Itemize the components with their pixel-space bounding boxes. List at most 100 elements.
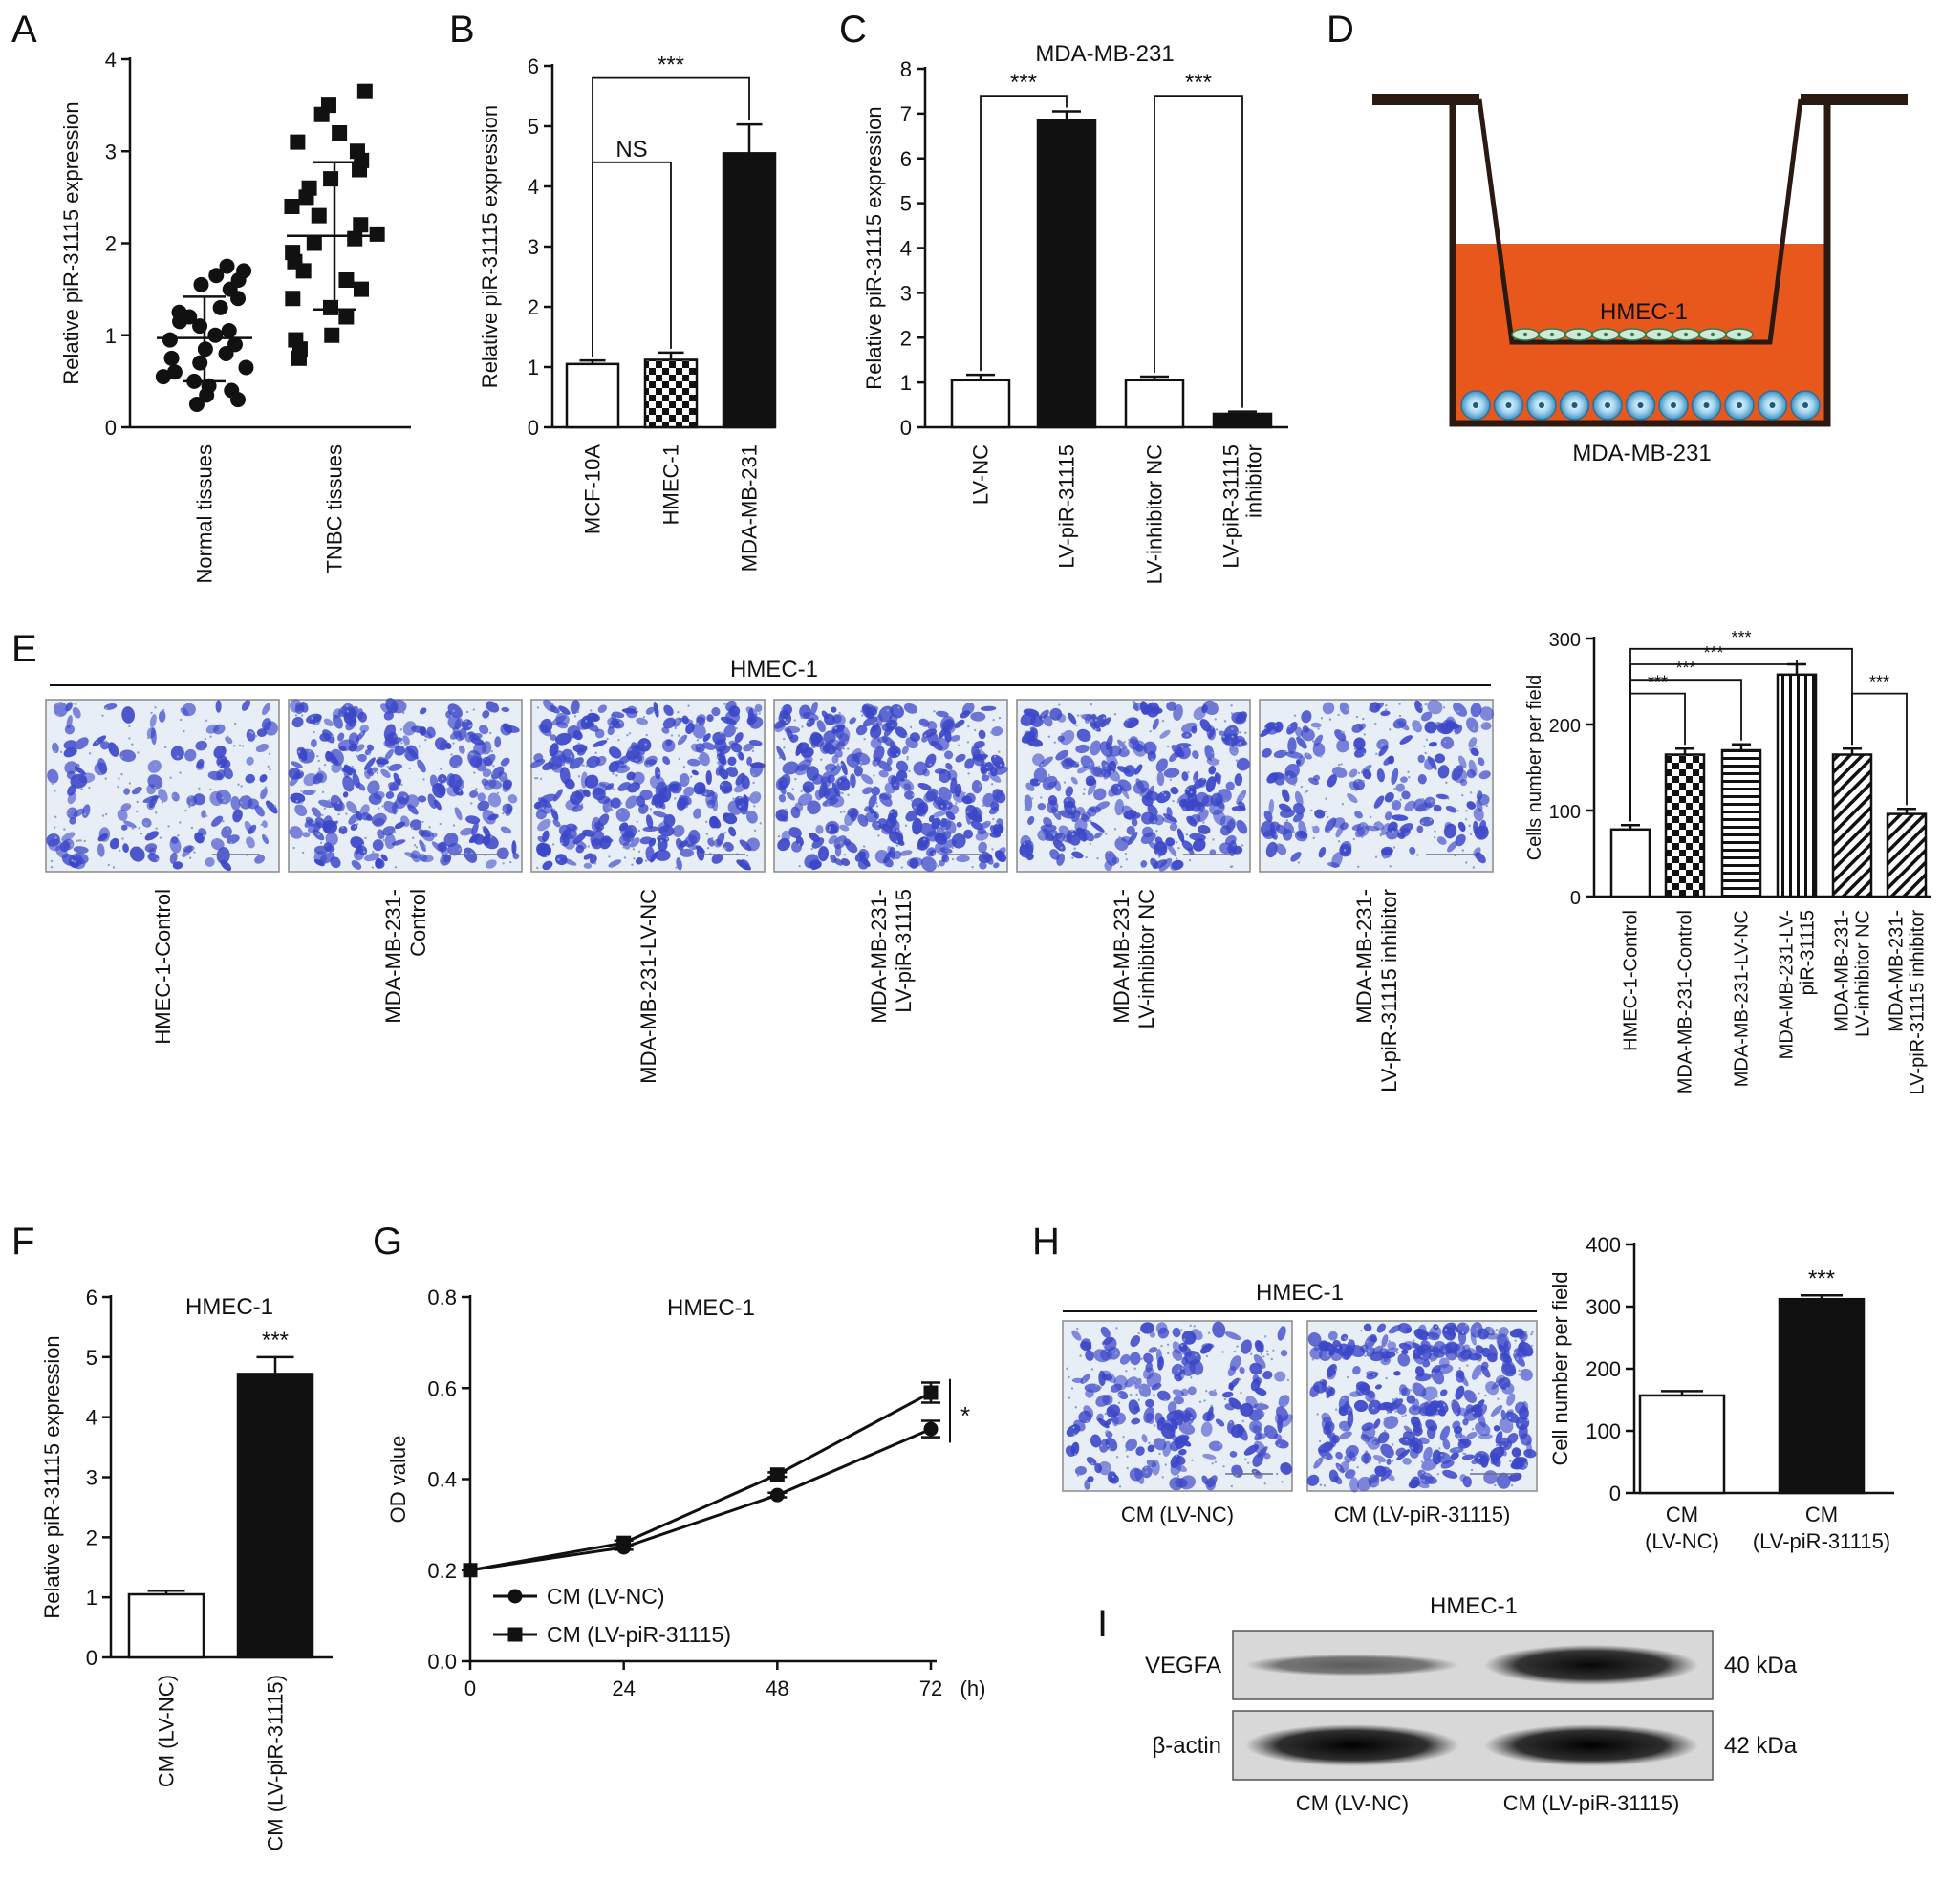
membrane-pore [1167,1352,1170,1355]
y-tick-label: 7 [900,102,912,126]
stained-cell [1027,815,1035,825]
membrane-pore [1474,1396,1478,1398]
membrane-pore [489,835,493,838]
stained-cell [388,763,402,771]
stained-cell [735,798,749,811]
stained-cell [592,740,608,747]
stained-cell [1131,818,1138,827]
stained-cell [723,812,729,818]
stained-cell [1076,806,1086,815]
membrane-pore [250,731,254,735]
membrane-pore [260,823,263,826]
membrane-pore [1124,748,1127,751]
membrane-pore [580,803,584,806]
stained-cell [1253,1403,1269,1411]
membrane-pore [302,832,305,834]
membrane-pore [1325,797,1327,800]
stained-cell [981,774,990,782]
stained-cell [1500,1409,1506,1420]
stained-cell [810,731,824,747]
data-point [347,230,363,247]
stained-cell [66,770,76,780]
stained-cell [1294,726,1304,738]
x-tick-label: CM (LV-NC) [154,1675,178,1787]
stained-cell [934,768,946,774]
stained-cell [1060,758,1075,767]
y-tick-label: 0.2 [427,1559,457,1583]
y-axis-label: Relative piR-31115 expression [862,106,886,389]
stained-cell [260,788,268,800]
data-point [769,1467,785,1482]
stained-cell [184,748,197,762]
stained-cell [288,768,302,780]
membrane-pore [403,752,406,755]
stained-cell [507,794,518,804]
stained-cell [1401,1349,1409,1354]
membrane-pore [1482,1431,1485,1434]
membrane-pore [136,810,139,813]
membrane-pore [458,790,461,792]
stained-cell [843,838,852,847]
membrane-pore [800,716,803,719]
stained-cell [970,820,983,831]
stained-cell [402,721,417,736]
membrane-pore [1240,1392,1242,1395]
stained-cell [376,758,389,765]
stained-cell [1332,817,1346,828]
membrane-pore [1239,742,1242,745]
stained-cell [1304,752,1312,760]
stained-cell [933,810,948,818]
stained-cell [996,818,1004,827]
stained-cell [1101,1374,1113,1381]
stained-cell [961,702,975,716]
stained-cell [994,766,1008,775]
membrane-pore [88,786,91,790]
stained-cell [487,813,499,821]
membrane-pore [1495,1443,1499,1447]
membrane-pore [1461,793,1464,797]
membrane-pore [1107,723,1110,726]
stained-cell [404,745,419,762]
stained-cell [364,757,376,771]
stained-cell [1202,700,1219,716]
panel-e-micrographs: HMEC-1 HMEC-1-Control MDA-MB-231- Control M… [45,657,1495,1093]
chart-title: HMEC-1 [667,1295,755,1321]
membrane-pore [1103,717,1106,720]
membrane-pore [273,804,277,808]
stained-cell [1229,1355,1241,1372]
membrane-pore [1129,1393,1133,1396]
stained-cell [1087,1476,1094,1482]
membrane-pore [900,866,904,869]
stained-cell [209,790,224,807]
stained-cell [332,708,343,719]
stained-cell [468,833,481,844]
membrane-pore [1458,1367,1461,1370]
membrane-pore [1468,824,1471,828]
membrane-pore [876,822,880,826]
panel-letter-b: B [449,9,475,51]
cell-nucleus [1576,332,1582,337]
stained-cell [357,753,367,763]
membrane-pore [321,813,324,817]
membrane-pore [1128,738,1131,742]
membrane-pore [475,787,478,790]
membrane-pore [1343,849,1347,852]
stained-cell [864,706,877,717]
membrane-pore [576,710,580,714]
y-axis-label: Relative piR-31115 expression [40,1335,64,1618]
stained-cell [799,704,811,720]
membrane-pore [1365,1441,1368,1445]
membrane-pore [294,714,298,717]
stained-cell [447,703,463,719]
membrane-pore [1263,1335,1267,1338]
membrane-pore [1392,846,1396,849]
stained-cell [724,710,741,725]
y-tick-label: 2 [105,232,117,256]
membrane-pore [1040,796,1043,799]
stained-cell [565,798,580,811]
membrane-pore [240,785,243,788]
membrane-pore [967,772,970,775]
stained-cell [72,706,81,719]
stained-cell [61,832,76,842]
